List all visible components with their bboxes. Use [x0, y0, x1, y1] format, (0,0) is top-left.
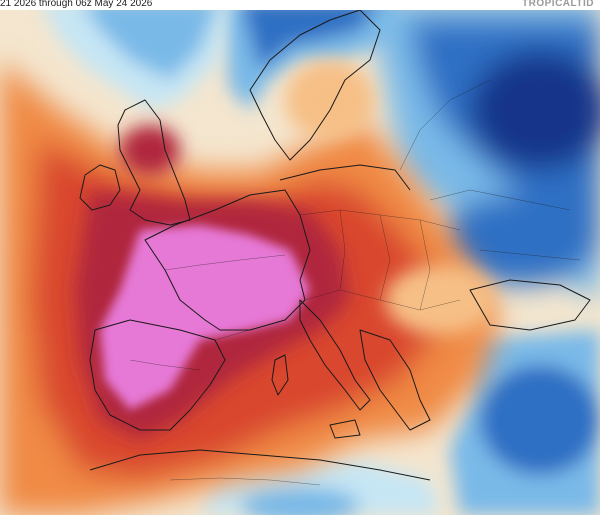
coastline-baltic [279, 164, 411, 191]
coastline-ireland [79, 164, 121, 211]
coastline-great-britain [117, 99, 191, 226]
cold-anomaly-scandinavia [220, 0, 400, 110]
coastlines [79, 9, 591, 481]
coastline-france [144, 189, 311, 331]
mild-warm-east-europe [285, 60, 495, 335]
coastline-north-africa [89, 449, 431, 481]
coastline-sicily [329, 419, 361, 439]
coastline-sardinia [271, 354, 289, 396]
country-borders [129, 79, 581, 486]
cold-anomaly-northeast [360, 0, 600, 300]
coastline-iberia [89, 319, 226, 431]
coastline-italy [299, 299, 371, 411]
coastline-black-sea [469, 279, 591, 331]
coastline-scandinavia [249, 9, 381, 161]
forecast-period-label: 21 2026 through 06z May 24 2026 [0, 0, 153, 9]
coastline-balkans [359, 329, 431, 431]
cool-anomaly-north-atlantic [40, 0, 230, 110]
header-bar: 21 2026 through 06z May 24 2026 TROPICAL… [0, 0, 600, 10]
cold-anomaly-southeast [450, 330, 600, 515]
brand-watermark: TROPICALTID [522, 0, 594, 9]
